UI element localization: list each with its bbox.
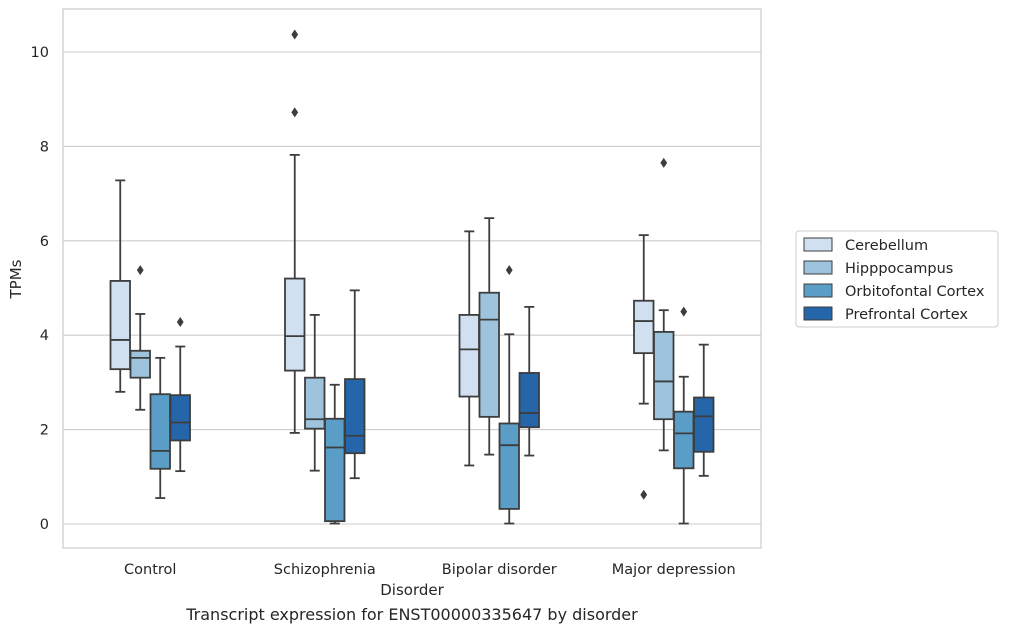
legend-swatch: [803, 237, 833, 252]
box-group: [653, 157, 675, 452]
y-tick-label: 4: [40, 328, 49, 344]
x-tick-label: Bipolar disorder: [442, 562, 557, 578]
legend-label: Cerebellum: [845, 238, 928, 254]
box-group: [169, 316, 191, 473]
box: [498, 422, 520, 510]
x-tick-label: Schizophrenia: [274, 562, 376, 578]
box-group: [109, 179, 131, 393]
legend: Cerebellum Hipppocampus Orbitofontal Corte…: [795, 230, 999, 328]
box: [284, 277, 306, 372]
box: [653, 330, 675, 421]
plot-marks: [109, 29, 715, 525]
box: [518, 372, 540, 429]
box: [344, 378, 366, 455]
legend-label: Hipppocampus: [845, 261, 953, 277]
box-group: [284, 29, 306, 434]
y-tick-label: 10: [31, 45, 49, 61]
y-tick-label: 6: [40, 234, 49, 250]
legend-swatch: [803, 283, 833, 298]
x-tick-label: Major depression: [612, 562, 736, 578]
box: [693, 396, 715, 453]
box: [458, 314, 480, 398]
box: [633, 299, 655, 355]
y-tick-label: 2: [40, 423, 49, 439]
plot-frame: [62, 8, 762, 549]
outlier-point: [291, 107, 299, 118]
box: [109, 280, 131, 371]
box-group: [324, 383, 346, 525]
x-tick-label: Control: [124, 562, 176, 578]
outlier-point: [291, 29, 299, 40]
outlier-point: [640, 489, 648, 500]
y-axis-title: TPMs: [7, 259, 25, 299]
box-group: [458, 230, 480, 467]
box-group: [673, 306, 695, 525]
box: [673, 410, 695, 470]
legend-label: Orbitofontal Cortex: [845, 284, 985, 300]
box-group: [498, 265, 520, 525]
x-axis-title: Disorder: [380, 581, 444, 599]
box-group: [478, 217, 500, 456]
box: [304, 376, 326, 430]
outlier-point: [136, 265, 144, 276]
box: [324, 417, 346, 523]
box-group: [149, 356, 171, 499]
box-group: [304, 314, 326, 472]
box-group: [693, 343, 715, 477]
legend-label: Prefrontal Cortex: [845, 307, 968, 323]
y-tick-label: 8: [40, 139, 49, 155]
outlier-point: [660, 157, 668, 168]
box-group: [518, 305, 540, 457]
y-tick-label: 0: [40, 517, 49, 533]
legend-swatch: [803, 306, 833, 321]
box-group: [129, 265, 151, 411]
x-axis-ticks: Control Schizophrenia Bipolar disorder Majo…: [124, 562, 736, 578]
legend-frame: [795, 230, 999, 328]
outlier-point: [505, 265, 513, 276]
box: [149, 393, 171, 470]
y-axis-ticks: 0 2 4 6 8 10: [31, 45, 49, 533]
legend-swatch: [803, 260, 833, 275]
box-group: [344, 289, 366, 480]
outlier-point: [680, 306, 688, 317]
box-group: [633, 234, 655, 500]
box: [169, 394, 191, 442]
outlier-point: [176, 316, 184, 327]
box: [478, 291, 500, 418]
box: [129, 349, 151, 379]
figure-caption: Transcript expression for ENST0000033564…: [186, 605, 638, 624]
